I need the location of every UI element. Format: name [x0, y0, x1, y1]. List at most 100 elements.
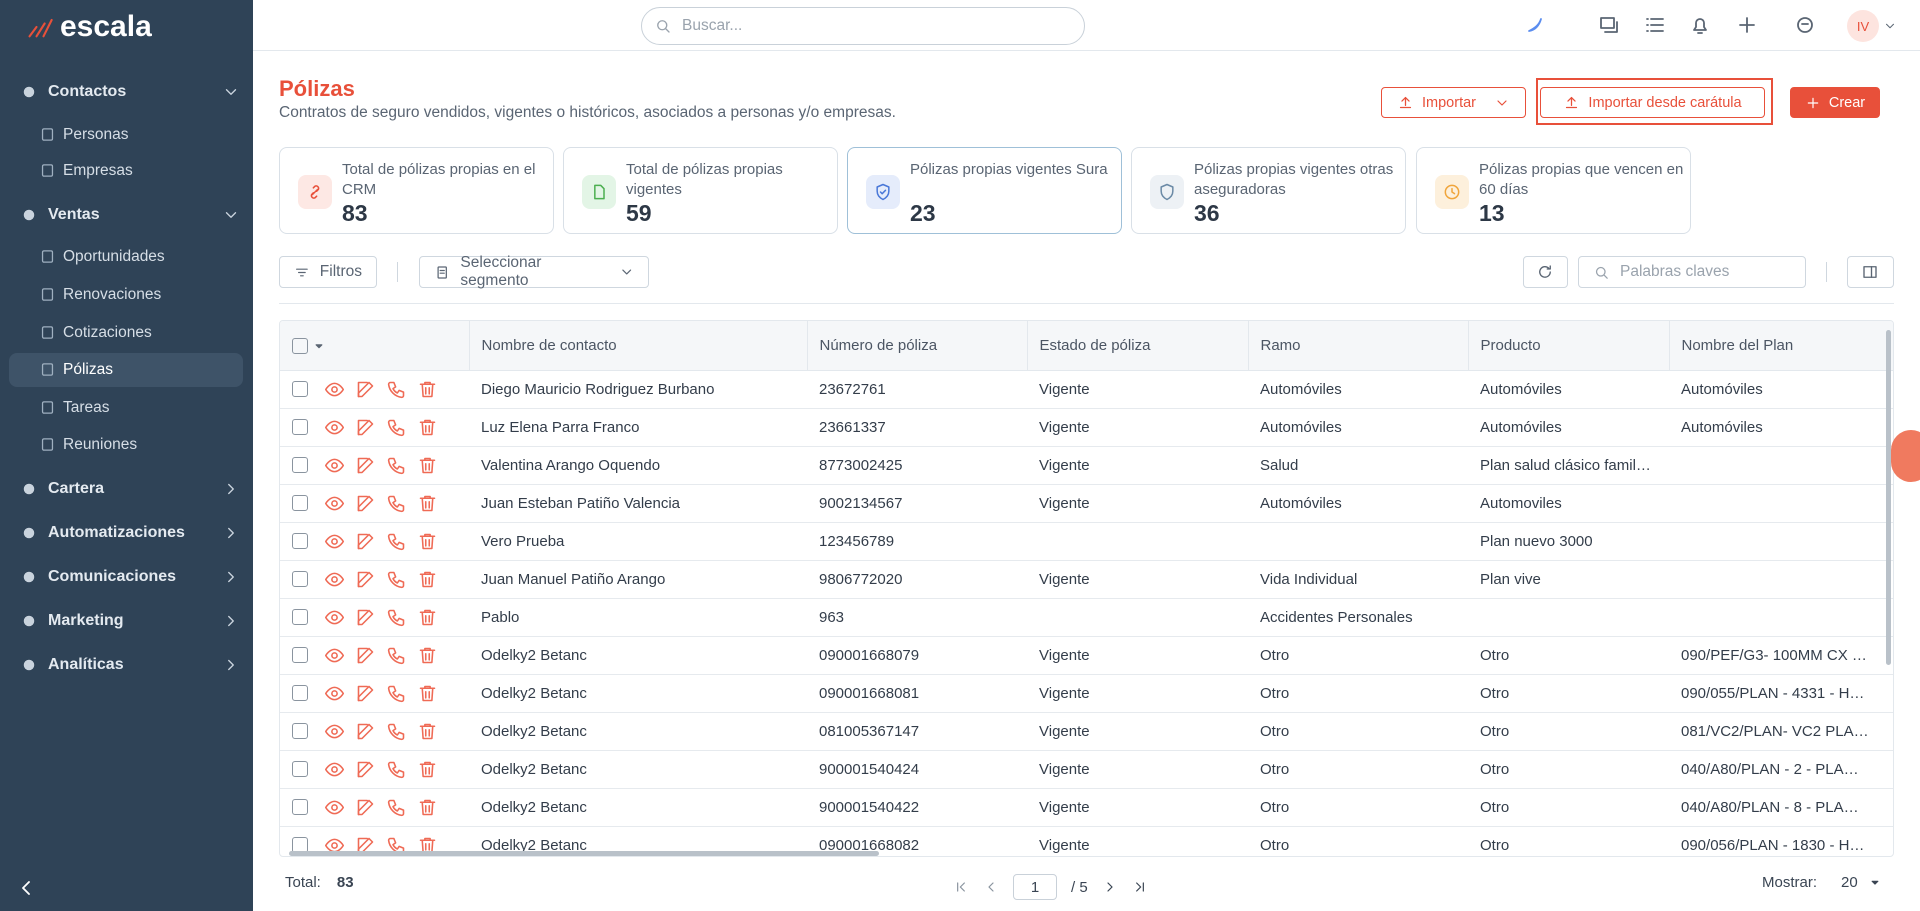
- edit-icon[interactable]: [355, 569, 376, 590]
- column-header[interactable]: Producto: [1468, 321, 1670, 371]
- refresh-button[interactable]: [1523, 256, 1568, 288]
- collapse-button[interactable]: [14, 876, 38, 905]
- topbar-icon[interactable]: [1597, 13, 1621, 42]
- view-icon[interactable]: [324, 417, 345, 438]
- column-header[interactable]: Estado de póliza: [1027, 321, 1249, 371]
- nav-item[interactable]: Reuniones: [9, 428, 243, 462]
- call-icon[interactable]: [386, 455, 407, 476]
- checkbox[interactable]: [292, 647, 308, 663]
- delete-icon[interactable]: [417, 797, 438, 818]
- view-icon[interactable]: [324, 645, 345, 666]
- checkbox[interactable]: [292, 761, 308, 777]
- topbar-icon[interactable]: [1793, 13, 1817, 42]
- call-icon[interactable]: [386, 607, 407, 628]
- nav-item[interactable]: Cotizaciones: [9, 316, 243, 350]
- topbar-icon[interactable]: [1688, 13, 1712, 42]
- delete-icon[interactable]: [417, 531, 438, 552]
- view-icon[interactable]: [324, 835, 345, 856]
- edit-icon[interactable]: [355, 493, 376, 514]
- view-icon[interactable]: [324, 607, 345, 628]
- delete-icon[interactable]: [417, 379, 438, 400]
- checkbox[interactable]: [292, 723, 308, 739]
- edit-icon[interactable]: [355, 797, 376, 818]
- checkbox[interactable]: [292, 381, 308, 397]
- chat-bubble[interactable]: [1891, 430, 1920, 482]
- nav-item[interactable]: Renovaciones: [9, 278, 243, 312]
- search-box[interactable]: Buscar...: [641, 7, 1085, 45]
- column-header[interactable]: Ramo: [1248, 321, 1469, 371]
- checkbox[interactable]: [292, 457, 308, 473]
- view-icon[interactable]: [324, 531, 345, 552]
- page-input[interactable]: 1: [1013, 874, 1057, 900]
- view-icon[interactable]: [324, 455, 345, 476]
- nav-group[interactable]: Contactos: [20, 77, 240, 107]
- nav-group[interactable]: Ventas: [20, 200, 240, 230]
- import-cover-button[interactable]: Importar desde carátula: [1540, 87, 1765, 118]
- column-header[interactable]: Nombre del Plan: [1669, 321, 1893, 371]
- checkbox[interactable]: [292, 533, 308, 549]
- view-icon[interactable]: [324, 759, 345, 780]
- nav-item[interactable]: Pólizas: [9, 353, 243, 387]
- topbar-icon[interactable]: [1525, 13, 1549, 42]
- page-nav[interactable]: [1102, 879, 1118, 895]
- call-icon[interactable]: [386, 721, 407, 742]
- delete-icon[interactable]: [417, 645, 438, 666]
- edit-icon[interactable]: [355, 683, 376, 704]
- import-button[interactable]: Importar: [1381, 87, 1526, 118]
- nav-group[interactable]: Cartera: [20, 474, 240, 504]
- checkbox[interactable]: [292, 337, 308, 354]
- checkbox[interactable]: [292, 609, 308, 625]
- column-header[interactable]: Número de póliza: [807, 321, 1028, 371]
- columns-button[interactable]: [1847, 256, 1894, 288]
- nav-group[interactable]: Marketing: [20, 606, 240, 636]
- page-nav[interactable]: [983, 879, 999, 895]
- call-icon[interactable]: [386, 683, 407, 704]
- page-nav[interactable]: [1132, 879, 1148, 895]
- checkbox[interactable]: [292, 495, 308, 511]
- call-icon[interactable]: [386, 493, 407, 514]
- delete-icon[interactable]: [417, 417, 438, 438]
- delete-icon[interactable]: [417, 759, 438, 780]
- view-icon[interactable]: [324, 379, 345, 400]
- edit-icon[interactable]: [355, 455, 376, 476]
- delete-icon[interactable]: [417, 607, 438, 628]
- show-value[interactable]: 20: [1841, 874, 1858, 891]
- delete-icon[interactable]: [417, 683, 438, 704]
- edit-icon[interactable]: [355, 607, 376, 628]
- call-icon[interactable]: [386, 645, 407, 666]
- edit-icon[interactable]: [355, 759, 376, 780]
- topbar-icon[interactable]: [1643, 13, 1667, 42]
- checkbox[interactable]: [292, 799, 308, 815]
- delete-icon[interactable]: [417, 455, 438, 476]
- checkbox[interactable]: [292, 685, 308, 701]
- checkbox[interactable]: [292, 571, 308, 587]
- avatar[interactable]: IV: [1847, 10, 1879, 42]
- edit-icon[interactable]: [355, 417, 376, 438]
- view-icon[interactable]: [324, 569, 345, 590]
- nav-item[interactable]: Oportunidades: [9, 240, 243, 274]
- create-button[interactable]: Crear: [1790, 87, 1880, 118]
- segment-select[interactable]: Seleccionar segmento: [419, 254, 649, 289]
- edit-icon[interactable]: [355, 645, 376, 666]
- topbar-icon[interactable]: [1735, 13, 1759, 42]
- checkbox[interactable]: [292, 419, 308, 435]
- nav-group[interactable]: Automatizaciones: [20, 518, 240, 548]
- view-icon[interactable]: [324, 683, 345, 704]
- nav-item[interactable]: Personas: [9, 118, 243, 152]
- nav-group[interactable]: Analíticas: [20, 650, 240, 680]
- nav-group[interactable]: Comunicaciones: [20, 562, 240, 592]
- call-icon[interactable]: [386, 531, 407, 552]
- call-icon[interactable]: [386, 379, 407, 400]
- call-icon[interactable]: [386, 759, 407, 780]
- delete-icon[interactable]: [417, 493, 438, 514]
- delete-icon[interactable]: [417, 569, 438, 590]
- column-header[interactable]: Nombre de contacto: [469, 321, 808, 371]
- keywords-input[interactable]: Palabras claves: [1578, 256, 1806, 288]
- edit-icon[interactable]: [355, 531, 376, 552]
- view-icon[interactable]: [324, 493, 345, 514]
- page-nav[interactable]: [953, 879, 969, 895]
- edit-icon[interactable]: [355, 721, 376, 742]
- edit-icon[interactable]: [355, 379, 376, 400]
- call-icon[interactable]: [386, 417, 407, 438]
- nav-item[interactable]: Tareas: [9, 391, 243, 425]
